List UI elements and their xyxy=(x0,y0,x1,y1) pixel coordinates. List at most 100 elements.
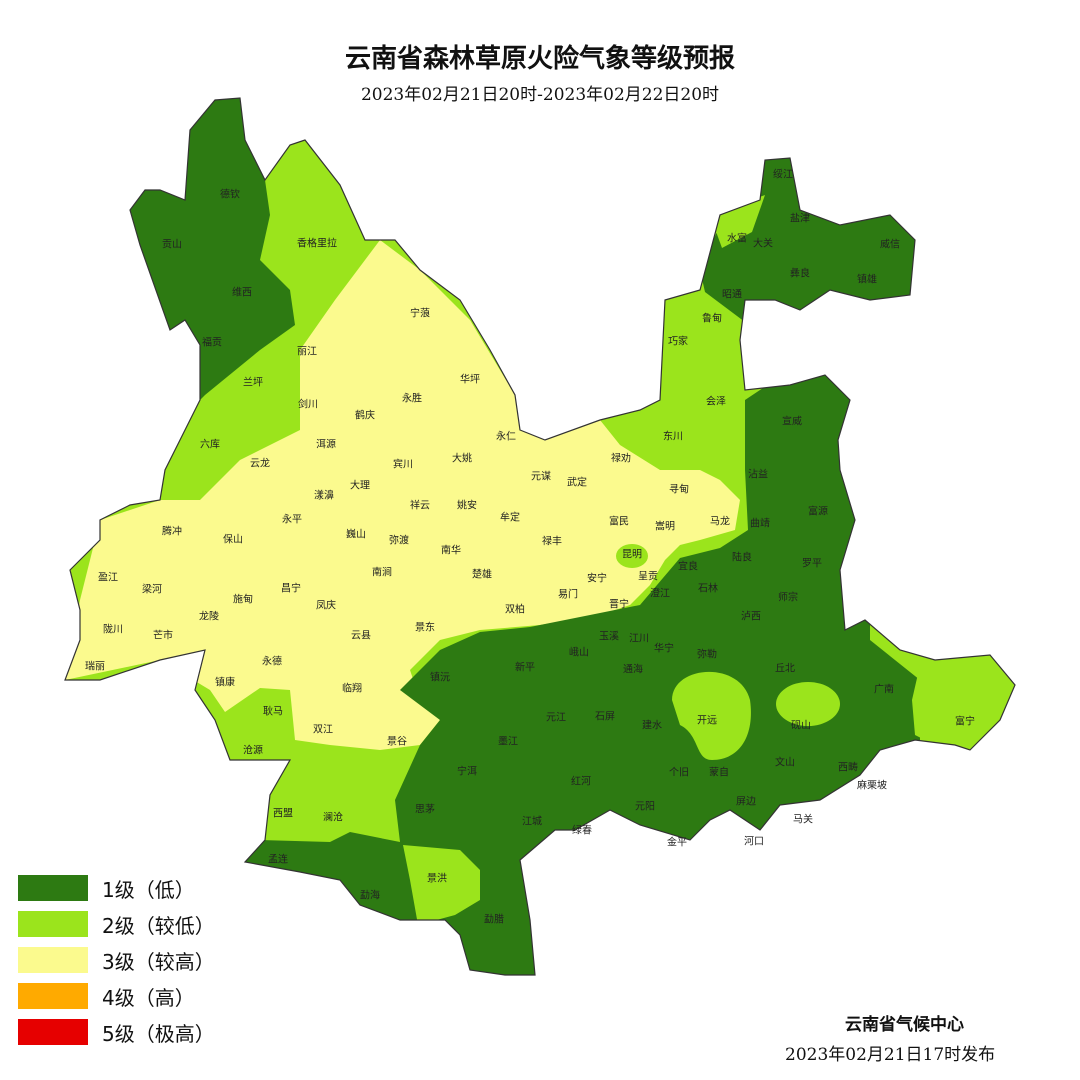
county-label: 腾冲 xyxy=(162,526,182,538)
legend-swatch xyxy=(18,983,88,1009)
county-label: 巧家 xyxy=(668,336,688,348)
county-label: 弥渡 xyxy=(389,535,409,547)
county-label: 云龙 xyxy=(250,458,270,470)
county-label: 江城 xyxy=(522,816,542,828)
county-label: 洱源 xyxy=(316,439,336,451)
county-label: 泸西 xyxy=(741,611,761,623)
county-label: 耿马 xyxy=(263,706,283,718)
county-label: 沧源 xyxy=(243,745,263,757)
legend-label: 3级（较高） xyxy=(102,949,215,974)
county-label: 禄劝 xyxy=(611,453,631,465)
county-label: 双江 xyxy=(313,724,333,736)
level-2-patch-yanshan xyxy=(776,682,840,726)
county-label: 丽江 xyxy=(297,346,317,358)
county-label: 个旧 xyxy=(669,767,689,779)
county-label: 西盟 xyxy=(273,808,293,820)
county-label: 宣威 xyxy=(782,416,802,428)
issue-time: 2023年02月21日17时发布 xyxy=(785,1045,996,1065)
county-label: 临翔 xyxy=(342,683,362,695)
county-label: 漾濞 xyxy=(314,490,334,502)
county-label: 姚安 xyxy=(457,500,477,512)
county-label: 贡山 xyxy=(162,239,182,251)
county-label: 宁蒗 xyxy=(410,308,430,320)
county-label: 红河 xyxy=(571,776,591,788)
county-label: 彝良 xyxy=(790,268,810,280)
county-label: 绥江 xyxy=(773,169,793,181)
level-3-region xyxy=(65,240,740,750)
county-label: 曲靖 xyxy=(750,518,770,530)
county-label: 剑川 xyxy=(298,399,318,411)
county-label: 福贡 xyxy=(202,337,222,349)
county-label: 芒市 xyxy=(153,630,173,642)
county-label: 元谋 xyxy=(531,471,551,483)
county-label: 双柏 xyxy=(505,604,525,616)
county-label: 富源 xyxy=(808,506,828,518)
county-label: 南涧 xyxy=(372,567,392,579)
county-label: 新平 xyxy=(515,662,535,674)
county-label: 墨江 xyxy=(498,736,518,748)
county-label: 勐海 xyxy=(360,890,380,902)
county-label: 通海 xyxy=(623,664,643,676)
county-label: 屏边 xyxy=(736,796,756,808)
county-label: 盈江 xyxy=(98,572,118,584)
legend-label: 4级（高） xyxy=(102,985,195,1010)
county-label: 楚雄 xyxy=(472,569,492,581)
county-label: 金平 xyxy=(667,837,687,849)
level-2-patch-shuifu xyxy=(710,195,765,248)
county-label: 开远 xyxy=(697,715,717,727)
legend-item-level-3: 3级（较高） xyxy=(18,942,215,978)
county-label: 石林 xyxy=(698,583,718,595)
county-label: 鹤庆 xyxy=(355,410,375,422)
county-label: 丘北 xyxy=(775,663,795,675)
county-label: 玉溪 xyxy=(599,631,619,643)
county-label: 镇雄 xyxy=(857,274,877,286)
county-label: 麻栗坡 xyxy=(857,780,887,792)
county-label: 西畴 xyxy=(838,762,858,774)
county-label: 水富 xyxy=(727,233,747,245)
county-label: 昆明 xyxy=(622,549,642,561)
county-label: 凤庆 xyxy=(316,600,336,612)
county-label: 富民 xyxy=(609,516,629,528)
legend: 1级（低） 2级（较低） 3级（较高） 4级（高） 5级（极高） xyxy=(18,870,215,1050)
county-label: 牟定 xyxy=(500,512,520,524)
county-label: 景洪 xyxy=(427,873,447,885)
legend-label: 1级（低） xyxy=(102,877,195,902)
county-label: 巍山 xyxy=(346,529,366,541)
county-label: 马关 xyxy=(793,814,813,826)
county-label: 梁河 xyxy=(142,584,162,596)
county-label: 蒙自 xyxy=(709,767,729,779)
county-label: 南华 xyxy=(441,545,461,557)
county-label: 嵩明 xyxy=(655,521,675,533)
county-label: 峨山 xyxy=(569,647,589,659)
county-label: 易门 xyxy=(558,589,578,601)
county-label: 镇沅 xyxy=(430,672,450,684)
legend-item-level-4: 4级（高） xyxy=(18,978,215,1014)
legend-item-level-1: 1级（低） xyxy=(18,870,215,906)
county-label: 广南 xyxy=(874,684,894,696)
county-label: 兰坪 xyxy=(243,377,263,389)
county-label: 宾川 xyxy=(393,459,413,471)
county-label: 盐津 xyxy=(790,213,810,225)
county-label: 澄江 xyxy=(650,588,670,600)
county-label: 龙陵 xyxy=(199,611,219,623)
county-label: 澜沧 xyxy=(323,812,343,824)
county-label: 武定 xyxy=(567,477,587,489)
county-label: 永胜 xyxy=(402,393,422,405)
county-label: 思茅 xyxy=(415,804,435,816)
county-label: 昌宁 xyxy=(281,583,301,595)
county-label: 宜良 xyxy=(678,561,698,573)
county-label: 陆良 xyxy=(732,552,752,564)
legend-label: 5级（极高） xyxy=(102,1021,215,1046)
county-label: 寻甸 xyxy=(669,484,689,496)
county-label: 祥云 xyxy=(410,500,430,512)
legend-item-level-2: 2级（较低） xyxy=(18,906,215,942)
level-1-region-northeast xyxy=(700,150,930,322)
county-label: 威信 xyxy=(880,239,900,251)
county-label: 孟连 xyxy=(268,854,288,866)
county-label: 富宁 xyxy=(955,716,975,728)
county-label: 师宗 xyxy=(778,592,798,604)
county-label: 安宁 xyxy=(587,573,607,585)
issuer: 云南省气候中心 xyxy=(845,1015,964,1035)
county-label: 绿春 xyxy=(572,825,592,837)
